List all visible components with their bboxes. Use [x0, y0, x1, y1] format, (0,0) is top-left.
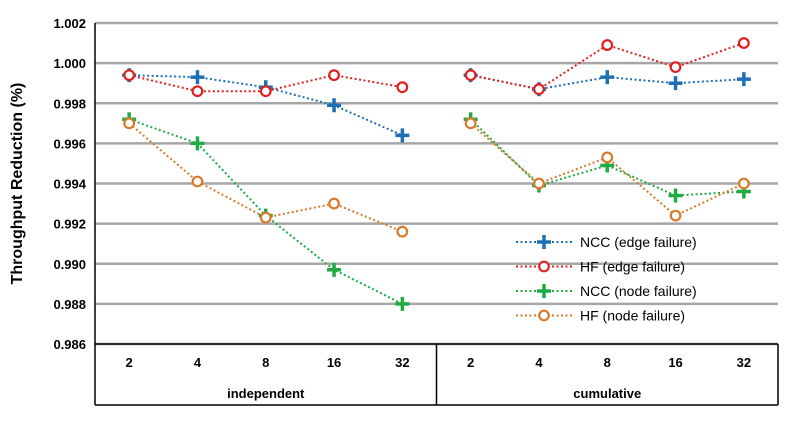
data-point	[395, 296, 410, 311]
x-tick-label: 4	[194, 355, 202, 370]
y-tick-labels: 0.986 0.988 0.990 0.992 0.994 0.996 0.998 1.000…	[53, 16, 86, 352]
x-tick-label: 16	[668, 355, 682, 370]
series-2	[122, 112, 751, 311]
legend-item: HF (edge failure)	[516, 259, 685, 275]
y-tick-label: 0.996	[53, 136, 86, 151]
legend-label: NCC (node failure)	[580, 283, 697, 299]
data-point	[669, 209, 682, 222]
data-point	[601, 151, 614, 164]
data-point	[396, 225, 409, 238]
y-axis-label: Throughput Reduction (%)	[9, 83, 26, 285]
data-point	[668, 188, 683, 203]
x-group-label: cumulative	[573, 386, 641, 401]
data-point	[395, 128, 410, 143]
legend-item: NCC (edge failure)	[516, 234, 697, 250]
data-point	[327, 98, 342, 113]
data-point	[533, 177, 545, 190]
series-line	[469, 122, 745, 217]
gridlines	[95, 21, 778, 346]
legend-marker	[537, 284, 551, 298]
y-tick-label: 0.994	[53, 177, 86, 192]
data-point	[259, 85, 272, 98]
x-group-label: independent	[227, 386, 305, 401]
y-tick-label: 1.002	[53, 16, 86, 31]
data-point	[191, 85, 204, 98]
data-point	[533, 83, 545, 96]
series-lines	[122, 37, 751, 311]
x-tick-label: 4	[535, 355, 543, 370]
x-tick-label: 2	[467, 355, 474, 370]
x-tick-label: 8	[604, 355, 611, 370]
y-tick-label: 0.990	[53, 257, 86, 272]
data-point	[600, 70, 615, 85]
x-group-labels: independent cumulative	[227, 386, 641, 401]
legend-label: HF (edge failure)	[580, 259, 685, 275]
y-tick-label: 1.000	[53, 56, 86, 71]
y-tick-label: 0.998	[53, 96, 86, 111]
series-0	[122, 68, 751, 143]
series-line	[128, 74, 403, 93]
y-tick-label: 0.986	[53, 337, 86, 352]
series-line	[470, 42, 745, 91]
x-tick-label: 32	[737, 355, 751, 370]
x-category-labels: 2 4 8 16 32 2 4 8 16 32	[126, 355, 752, 370]
series-3	[123, 117, 750, 238]
data-point	[396, 81, 409, 94]
data-point	[464, 117, 477, 130]
legend-label: NCC (edge failure)	[580, 234, 697, 250]
series-line	[469, 118, 744, 197]
legend-item: HF (node failure)	[516, 308, 685, 324]
data-point	[191, 175, 204, 188]
data-point	[190, 70, 205, 85]
series-1	[123, 37, 750, 98]
y-tick-label: 0.988	[53, 297, 86, 312]
legend-marker	[538, 309, 550, 322]
data-point	[737, 177, 750, 190]
data-point	[123, 69, 136, 82]
legend-marker	[538, 260, 550, 273]
data-point	[328, 69, 340, 82]
data-point	[259, 211, 272, 224]
series-line	[129, 74, 403, 137]
data-point	[328, 197, 340, 210]
x-tick-label: 32	[395, 355, 409, 370]
axes	[94, 23, 779, 406]
data-point	[736, 72, 751, 87]
data-point	[669, 61, 682, 74]
data-point	[601, 39, 614, 51]
data-point	[737, 37, 750, 49]
legend: NCC (edge failure) HF (edge failure) NCC (…	[516, 234, 697, 324]
legend-label: HF (node failure)	[580, 308, 685, 324]
data-point	[668, 76, 683, 91]
x-tick-label: 8	[262, 355, 269, 370]
data-point	[123, 117, 136, 130]
data-point	[327, 262, 342, 277]
y-tick-label: 0.992	[53, 217, 86, 232]
x-tick-label: 2	[126, 355, 133, 370]
legend-marker	[537, 235, 551, 249]
data-point	[464, 69, 477, 82]
x-tick-label: 16	[327, 355, 341, 370]
data-point	[190, 136, 205, 151]
legend-item: NCC (node failure)	[516, 283, 697, 299]
